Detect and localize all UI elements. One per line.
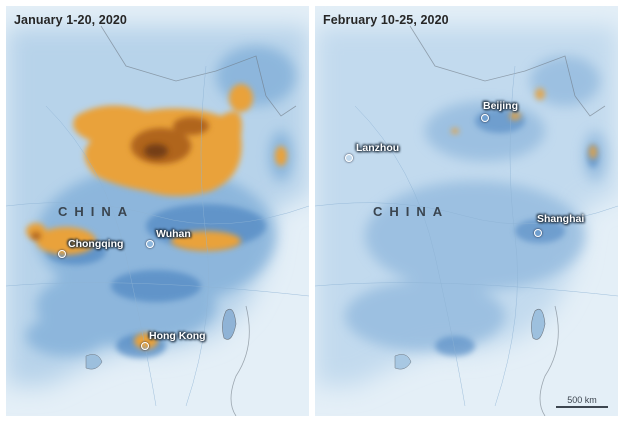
map-panel-january: January 1-20, 2020 CHINA Chongqing Wuhan… (6, 6, 309, 416)
city-label-shanghai: Shanghai (537, 213, 585, 225)
city-marker-wuhan (146, 240, 154, 248)
no2-map-january (6, 6, 309, 416)
city-label-beijing: Beijing (483, 100, 519, 112)
city-marker-hong-kong (141, 342, 149, 350)
city-marker-beijing (481, 114, 489, 122)
scale-line (556, 406, 608, 408)
country-label-china: CHINA (58, 204, 135, 219)
no2-map-february (315, 6, 618, 416)
panel-title-february: February 10-25, 2020 (323, 13, 449, 27)
city-label-hong-kong: Hong Kong (149, 330, 206, 342)
city-label-lanzhou: Lanzhou (356, 142, 400, 154)
city-label-wuhan: Wuhan (156, 228, 191, 240)
city-label-chongqing: Chongqing (68, 238, 124, 250)
city-marker-shanghai (534, 229, 542, 237)
city-marker-chongqing (58, 250, 66, 258)
scale-label: 500 km (567, 395, 597, 405)
city-marker-lanzhou (345, 154, 353, 162)
country-label-china: CHINA (373, 204, 450, 219)
scale-bar: 500 km (556, 395, 608, 408)
map-panel-february: February 10-25, 2020 CHINA Beijing Lanzh… (315, 6, 618, 416)
panel-title-january: January 1-20, 2020 (14, 13, 127, 27)
